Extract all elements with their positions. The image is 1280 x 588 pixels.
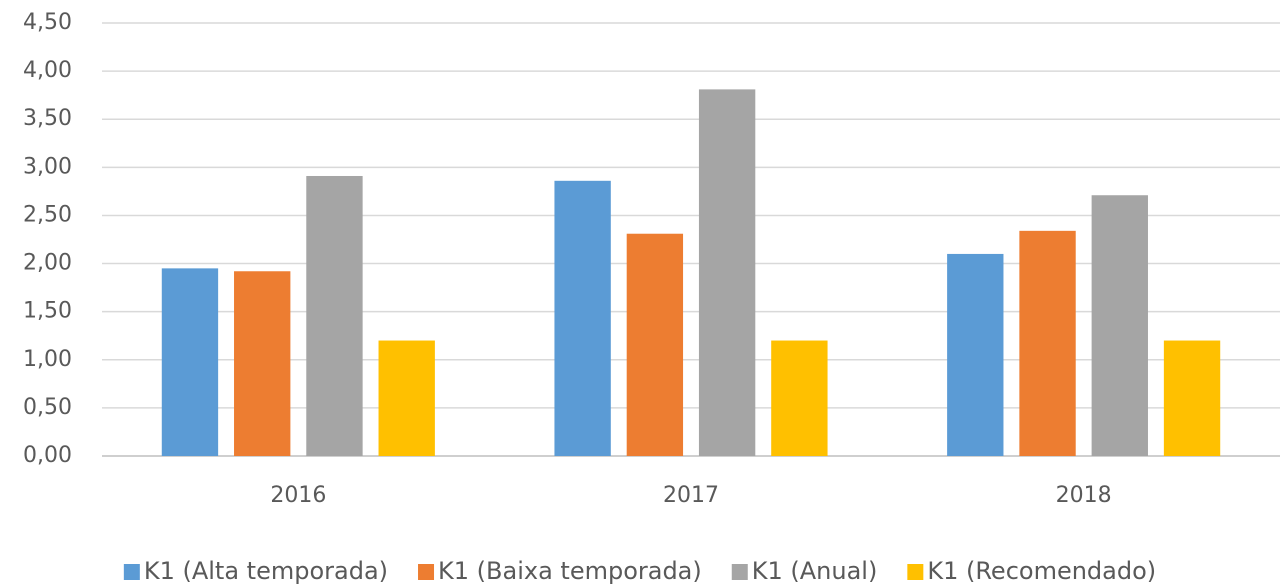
y-tick-label: 4,00: [23, 58, 72, 83]
legend-label: K1 (Anual): [752, 557, 878, 585]
y-tick-label: 3,00: [23, 154, 72, 179]
bar: [161, 268, 219, 456]
bar: [626, 233, 684, 456]
bar: [771, 340, 828, 456]
legend-label: K1 (Baixa temporada): [438, 557, 702, 585]
bar: [1019, 230, 1076, 456]
legend: K1 (Alta temporada) K1 (Baixa temporada) K…: [123, 557, 1156, 585]
y-tick-label: 3,50: [23, 106, 72, 131]
bar: [554, 180, 611, 456]
y-tick-label: 4,50: [23, 10, 72, 35]
bar: [234, 271, 291, 456]
y-tick-label: 2,50: [23, 202, 72, 227]
legend-label: K1 (Alta temporada): [144, 557, 388, 585]
y-tick-label: 1,00: [23, 347, 72, 372]
legend-swatch: [731, 564, 748, 580]
x-tick-label: 2017: [663, 483, 719, 508]
bar: [698, 89, 756, 456]
bar: [306, 175, 363, 456]
legend-label: K1 (Recomendado): [927, 557, 1156, 585]
legend-swatch: [123, 564, 140, 580]
x-tick-label: 2018: [1056, 483, 1112, 508]
bar: [1091, 195, 1148, 456]
y-tick-label: 1,50: [23, 299, 72, 324]
bar: [378, 340, 435, 456]
legend-swatch: [907, 564, 924, 580]
bar: [947, 253, 1004, 456]
bar: [1163, 340, 1221, 456]
y-tick-label: 0,50: [23, 395, 72, 420]
legend-swatch: [418, 564, 435, 580]
y-tick-label: 2,00: [23, 251, 72, 276]
y-tick-label: 0,00: [23, 443, 72, 468]
x-tick-label: 2016: [270, 483, 326, 508]
